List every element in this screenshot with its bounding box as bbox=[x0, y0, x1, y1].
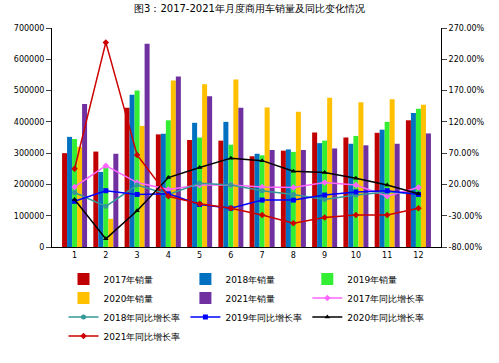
svg-text:170.00%: 170.00% bbox=[449, 86, 485, 95]
svg-text:1: 1 bbox=[72, 251, 77, 260]
svg-text:2: 2 bbox=[103, 251, 108, 260]
svg-text:2017年销量: 2017年销量 bbox=[104, 275, 154, 285]
svg-text:600000: 600000 bbox=[14, 55, 45, 64]
svg-text:2018年同比增长率: 2018年同比增长率 bbox=[104, 313, 181, 323]
svg-text:400000: 400000 bbox=[14, 118, 45, 127]
svg-text:120.00%: 120.00% bbox=[449, 118, 485, 127]
svg-text:2020年同比增长率: 2020年同比增长率 bbox=[347, 313, 424, 323]
svg-text:12: 12 bbox=[413, 251, 423, 260]
svg-text:2019年销量: 2019年销量 bbox=[347, 275, 397, 285]
svg-text:2017年同比增长率: 2017年同比增长率 bbox=[347, 294, 424, 304]
svg-text:20.00%: 20.00% bbox=[449, 180, 480, 189]
svg-text:2018年销量: 2018年销量 bbox=[225, 275, 275, 285]
svg-text:9: 9 bbox=[322, 251, 327, 260]
svg-text:2021年销量: 2021年销量 bbox=[225, 294, 275, 304]
svg-text:500000: 500000 bbox=[14, 86, 45, 95]
svg-text:3: 3 bbox=[135, 251, 140, 260]
svg-text:70.00%: 70.00% bbox=[449, 149, 480, 158]
svg-text:270.00%: 270.00% bbox=[449, 24, 485, 33]
svg-text:2019年同比增长率: 2019年同比增长率 bbox=[225, 313, 302, 323]
svg-text:-80.00%: -80.00% bbox=[449, 243, 483, 252]
svg-text:100000: 100000 bbox=[14, 212, 45, 221]
svg-text:300000: 300000 bbox=[14, 149, 45, 158]
svg-text:-30.00%: -30.00% bbox=[449, 212, 483, 221]
svg-text:7: 7 bbox=[260, 251, 265, 260]
svg-text:11: 11 bbox=[382, 251, 392, 260]
svg-text:220.00%: 220.00% bbox=[449, 55, 485, 64]
svg-text:200000: 200000 bbox=[14, 180, 45, 189]
svg-text:5: 5 bbox=[197, 251, 202, 260]
svg-text:700000: 700000 bbox=[14, 24, 45, 33]
svg-text:图3：2017-2021年月度商用车销量及同比变化情况: 图3：2017-2021年月度商用车销量及同比变化情况 bbox=[134, 3, 365, 14]
svg-text:2021年同比增长率: 2021年同比增长率 bbox=[104, 332, 181, 342]
svg-text:6: 6 bbox=[228, 251, 233, 260]
svg-text:4: 4 bbox=[166, 251, 171, 260]
svg-text:2020年销量: 2020年销量 bbox=[104, 294, 154, 304]
svg-text:0: 0 bbox=[39, 243, 44, 252]
svg-text:10: 10 bbox=[351, 251, 361, 260]
svg-text:8: 8 bbox=[291, 251, 296, 260]
